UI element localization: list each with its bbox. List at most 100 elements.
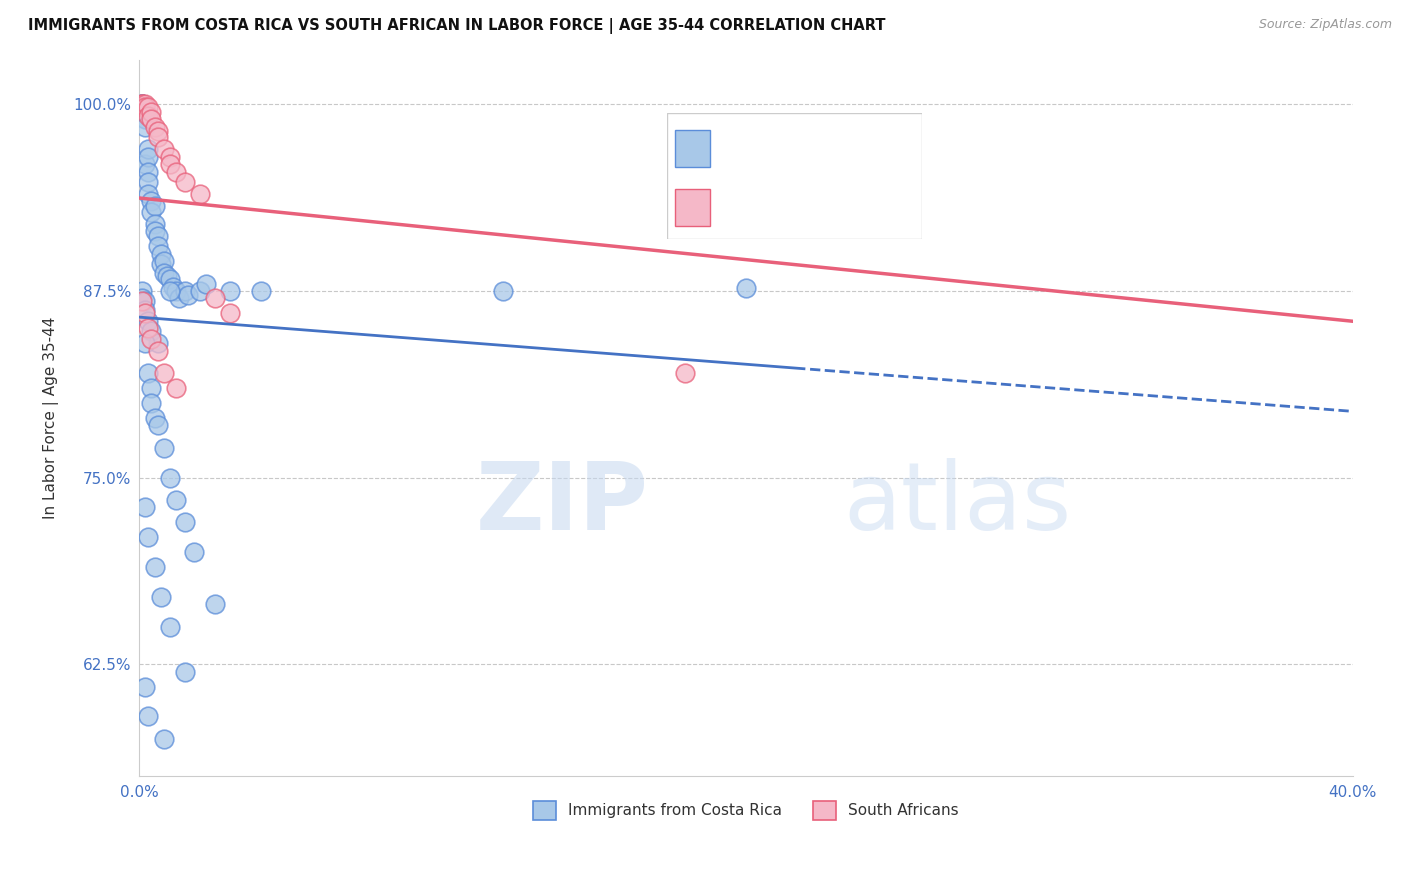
Point	[167, 292, 190, 306]
Point	[134, 336, 156, 351]
Point	[159, 620, 181, 634]
Point	[152, 266, 174, 280]
Point	[146, 130, 169, 145]
Point	[146, 343, 169, 358]
Text: atlas: atlas	[844, 458, 1071, 549]
Point	[146, 124, 169, 138]
Point	[165, 284, 187, 298]
Point	[173, 175, 195, 189]
Point	[134, 97, 156, 112]
Point	[138, 142, 160, 156]
Point	[162, 279, 184, 293]
Point	[152, 366, 174, 380]
Point	[165, 493, 187, 508]
Point	[134, 106, 156, 120]
Point	[138, 164, 160, 178]
Point	[131, 102, 153, 116]
Point	[131, 97, 153, 112]
Point	[131, 97, 153, 112]
Y-axis label: In Labor Force | Age 35-44: In Labor Force | Age 35-44	[44, 317, 59, 519]
Point	[131, 284, 153, 298]
Point	[159, 157, 181, 171]
Point	[134, 100, 156, 114]
Point	[143, 410, 166, 425]
Point	[188, 284, 211, 298]
Point	[173, 665, 195, 679]
Point	[134, 500, 156, 515]
Point	[156, 268, 179, 283]
Point	[152, 254, 174, 268]
Point	[146, 228, 169, 243]
Point	[138, 314, 160, 328]
Point	[134, 306, 156, 320]
Point	[143, 120, 166, 134]
Point	[141, 381, 163, 395]
Point	[131, 97, 153, 112]
Point	[138, 175, 160, 189]
Point	[159, 272, 181, 286]
Point	[188, 186, 211, 201]
Point	[134, 120, 156, 134]
Point	[146, 239, 169, 253]
Point	[131, 97, 153, 112]
Point	[249, 284, 271, 298]
Point	[673, 366, 696, 380]
Point	[152, 142, 174, 156]
Point	[146, 418, 169, 433]
Point	[146, 336, 169, 351]
Point	[183, 545, 205, 559]
Point	[152, 441, 174, 455]
Point	[886, 157, 908, 171]
Point	[131, 292, 153, 306]
Point	[138, 150, 160, 164]
Point	[141, 324, 163, 338]
Point	[138, 709, 160, 723]
Point	[138, 109, 160, 123]
Point	[149, 590, 172, 604]
Point	[134, 680, 156, 694]
Point	[138, 321, 160, 335]
Point	[138, 186, 160, 201]
Point	[138, 100, 160, 114]
Point	[141, 332, 163, 346]
Point	[159, 150, 181, 164]
Point	[204, 292, 226, 306]
Point	[138, 366, 160, 380]
Point	[149, 246, 172, 260]
Point	[173, 516, 195, 530]
Point	[492, 284, 515, 298]
Point	[195, 277, 218, 291]
Point	[138, 530, 160, 544]
Point	[735, 281, 758, 295]
Point	[134, 294, 156, 309]
Point	[165, 164, 187, 178]
Point	[134, 112, 156, 127]
Point	[141, 194, 163, 209]
Point	[173, 284, 195, 298]
Point	[204, 598, 226, 612]
Point	[165, 381, 187, 395]
Text: IMMIGRANTS FROM COSTA RICA VS SOUTH AFRICAN IN LABOR FORCE | AGE 35-44 CORRELATI: IMMIGRANTS FROM COSTA RICA VS SOUTH AFRI…	[28, 18, 886, 34]
Point	[134, 100, 156, 114]
Point	[152, 731, 174, 746]
Point	[131, 100, 153, 114]
Point	[143, 217, 166, 231]
Point	[143, 199, 166, 213]
Point	[177, 288, 200, 302]
Point	[143, 560, 166, 574]
Point	[149, 257, 172, 271]
Point	[131, 100, 153, 114]
Point	[219, 306, 242, 320]
Point	[141, 396, 163, 410]
Point	[134, 157, 156, 171]
Point	[141, 104, 163, 119]
Point	[141, 205, 163, 219]
Point	[131, 97, 153, 112]
Text: Source: ZipAtlas.com: Source: ZipAtlas.com	[1258, 18, 1392, 31]
Point	[159, 284, 181, 298]
Point	[131, 99, 153, 113]
Point	[134, 303, 156, 318]
Point	[143, 224, 166, 238]
Point	[131, 294, 153, 309]
Text: ZIP: ZIP	[477, 458, 650, 549]
